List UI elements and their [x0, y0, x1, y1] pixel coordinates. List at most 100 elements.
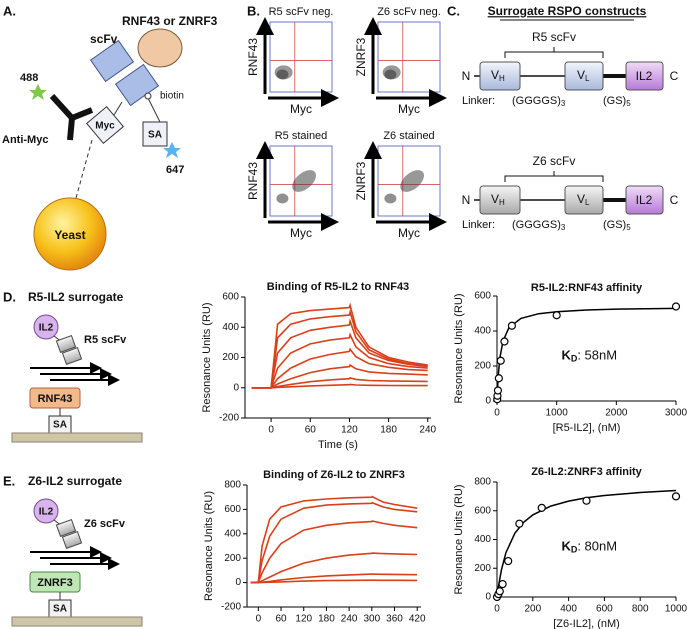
x-axis-title: Time (s)	[318, 439, 358, 451]
x-tick-label: 300	[363, 614, 380, 625]
cell-cloud	[384, 69, 397, 80]
cell-cloud	[384, 193, 397, 204]
scfv-label: R5 scFv	[84, 334, 127, 346]
data-point	[504, 556, 513, 566]
il2-shape	[33, 314, 59, 340]
target-label: RNF43 or ZNRF3	[122, 14, 218, 28]
x-tick-label: 3000	[665, 408, 687, 419]
y-axis-title: Resonance Units (RU)	[203, 491, 215, 601]
panel-label: A.	[3, 3, 16, 18]
plot-frame	[269, 21, 333, 93]
anti-myc-label: Anti-Myc	[2, 134, 48, 146]
data-point	[495, 587, 504, 596]
il2-label: IL2	[636, 69, 653, 83]
bracket	[504, 47, 604, 58]
fit-curve	[496, 489, 677, 598]
chart-title: Binding of Z6-IL2 to ZNRF3	[263, 469, 405, 481]
y-tick-label: 600	[474, 291, 491, 302]
sensorgram	[250, 552, 418, 584]
linker-2: (GS)5	[603, 95, 631, 108]
construct-name: R5 scFv	[532, 30, 576, 44]
kd-main: K	[561, 539, 571, 554]
kd-sub: D	[571, 545, 578, 555]
data-point	[496, 356, 505, 365]
y-tick-label: 200	[222, 352, 239, 363]
y-tick-label: 400	[222, 322, 239, 333]
sensorgram	[250, 495, 418, 584]
tether	[75, 139, 93, 199]
n488-label: 488	[20, 72, 38, 84]
x-tick-label: 600	[596, 604, 613, 615]
vh-label: VH	[491, 192, 505, 207]
plot-title: Z6 scFv neg.	[377, 6, 441, 18]
vh-label: VH	[491, 68, 505, 83]
x-tick-label: 120	[341, 425, 358, 436]
kd-annotation: KD: 80nM	[561, 539, 617, 555]
chart-title: Z6-IL2:ZNRF3 affinity	[531, 466, 642, 478]
kd-text: : 80nM	[577, 539, 617, 554]
x-tick-label: 60	[305, 425, 317, 436]
main-text: V	[577, 192, 585, 206]
plot-title: R5 stained	[275, 130, 328, 142]
y-tick-label: 200	[474, 563, 491, 574]
main-text: (GGGGS)	[512, 219, 561, 231]
y-tick-label: 400	[474, 326, 491, 337]
kd-annotation: KD: 58nM	[561, 348, 617, 364]
subscript: L	[585, 198, 590, 207]
link	[147, 97, 161, 123]
linker-label: Linker:	[462, 95, 495, 107]
scfv-shape	[114, 63, 160, 107]
il2-box	[625, 61, 664, 91]
c-term: C	[670, 69, 679, 83]
data-point	[500, 337, 509, 346]
x-tick-label: 2000	[605, 408, 628, 419]
panel-label: C.	[447, 3, 460, 18]
y-tick-label: 200	[224, 553, 241, 564]
il2-shape	[33, 498, 59, 524]
myc-label: Myc	[95, 121, 115, 132]
x-tick-label: 0	[494, 408, 500, 419]
star-488	[29, 84, 47, 100]
y-tick-label: 0	[235, 577, 241, 588]
vh-box	[479, 185, 521, 215]
panel-title: Surrogate RSPO constructs	[488, 4, 647, 18]
star-647	[163, 142, 181, 158]
x-axis-label: Myc	[398, 226, 420, 240]
data-point	[552, 311, 561, 320]
y-axis-title: Resonance Units (RU)	[201, 302, 213, 412]
y-tick-label: 800	[474, 477, 491, 488]
linker-2: (GS)5	[603, 219, 631, 232]
x-tick-label: 240	[419, 425, 436, 436]
y-tick-label: 600	[474, 505, 491, 516]
main-text: (GGGGS)	[512, 95, 561, 107]
panel-title: Z6-IL2 surrogate	[28, 474, 122, 488]
main-text: V	[577, 68, 585, 82]
data-point	[494, 374, 503, 383]
data-point	[507, 321, 517, 330]
x-tick-label: 0	[494, 604, 500, 615]
biotin-shape	[144, 92, 152, 100]
scfv-label: scFv	[90, 32, 118, 46]
sensorgram	[250, 520, 418, 584]
sensorgram	[251, 308, 428, 389]
cell-cloud	[276, 193, 289, 204]
x-axis-title: [Z6-IL2], (nM)	[553, 618, 620, 629]
plot-frame	[377, 21, 441, 93]
charts: Binding of R5-IL2 to RNF43-2000200400600…	[201, 281, 687, 629]
x-axis-label: Myc	[398, 102, 420, 116]
x-tick-label: 180	[318, 614, 335, 625]
x-tick-label: 420	[409, 614, 426, 625]
x-tick-label: 800	[632, 604, 649, 615]
data-point	[671, 492, 681, 501]
scfv-shape	[61, 346, 83, 366]
bracket	[504, 171, 604, 182]
scfv-shape	[55, 518, 77, 538]
x-tick-label: 0	[256, 614, 262, 625]
x-tick-label: 360	[386, 614, 403, 625]
n647-label: 647	[166, 164, 184, 176]
y-tick-label: 0	[485, 396, 491, 407]
sa-label: SA	[148, 130, 162, 141]
il2-box	[625, 185, 664, 215]
chip-surface	[11, 432, 143, 443]
